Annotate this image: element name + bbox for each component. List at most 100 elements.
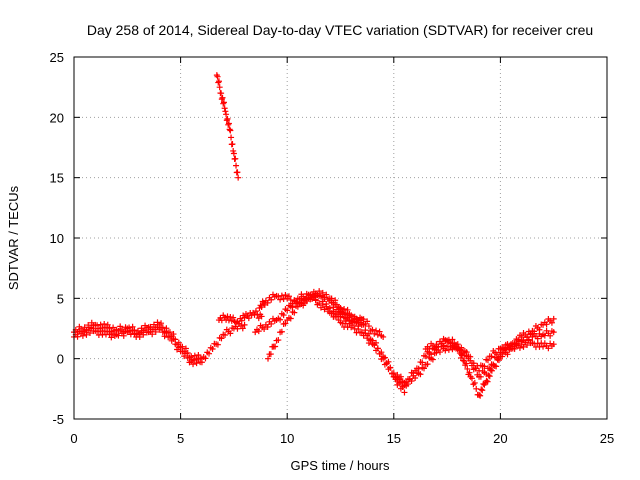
data-point-fill bbox=[214, 341, 221, 348]
y-axis-label: SDTVAR / TECUs bbox=[6, 185, 21, 290]
data-point bbox=[273, 317, 280, 324]
data-point-fill bbox=[330, 308, 337, 315]
data-point-fill bbox=[218, 96, 225, 103]
data-point bbox=[358, 329, 365, 336]
y-tick-label: 10 bbox=[50, 231, 64, 246]
y-tick-label: 15 bbox=[50, 171, 64, 186]
data-point bbox=[476, 373, 483, 380]
data-point-fill bbox=[486, 373, 493, 380]
data-point bbox=[215, 317, 222, 324]
data-point-fill bbox=[481, 363, 488, 370]
data-point-fill bbox=[548, 319, 555, 326]
x-tick-label: 25 bbox=[600, 431, 614, 446]
data-point-fill bbox=[323, 300, 330, 307]
data-point bbox=[241, 314, 248, 321]
data-point bbox=[454, 346, 461, 353]
data-point bbox=[550, 329, 557, 336]
data-point-fill bbox=[291, 309, 298, 316]
x-tick-label: 0 bbox=[70, 431, 77, 446]
data-point bbox=[529, 333, 536, 340]
data-point-fill bbox=[493, 351, 500, 358]
data-point-fill bbox=[235, 320, 242, 327]
plot-frame bbox=[73, 56, 608, 420]
data-point bbox=[230, 150, 237, 157]
data-point bbox=[134, 331, 141, 338]
data-points bbox=[71, 72, 557, 399]
data-point-fill bbox=[431, 344, 438, 351]
axis-ticks bbox=[73, 56, 608, 420]
data-point bbox=[337, 319, 344, 326]
data-point bbox=[316, 292, 323, 299]
data-point-fill bbox=[466, 369, 473, 376]
data-point bbox=[250, 309, 257, 316]
data-point-fill bbox=[333, 311, 340, 318]
data-point bbox=[177, 348, 184, 355]
data-point bbox=[102, 331, 109, 338]
data-point-fill bbox=[184, 354, 191, 361]
data-point-fill bbox=[120, 332, 127, 339]
data-point-fill bbox=[101, 328, 108, 335]
data-point-fill bbox=[268, 320, 275, 327]
data-point-fill bbox=[220, 100, 227, 107]
data-point-fill bbox=[397, 379, 404, 386]
data-point bbox=[358, 321, 365, 328]
data-point bbox=[252, 329, 259, 336]
data-point-fill bbox=[190, 361, 197, 368]
data-point-fill bbox=[470, 360, 477, 367]
data-point-fill bbox=[387, 364, 394, 371]
data-point-fill bbox=[255, 328, 262, 335]
data-point-fill bbox=[215, 78, 222, 85]
data-point-fill bbox=[455, 345, 462, 352]
data-point-fill bbox=[479, 387, 486, 394]
data-point bbox=[218, 90, 225, 97]
data-point bbox=[222, 108, 229, 115]
data-point-fill bbox=[355, 326, 362, 333]
data-point bbox=[380, 333, 387, 340]
data-point bbox=[305, 295, 312, 302]
data-point bbox=[226, 126, 233, 133]
data-point-fill bbox=[339, 309, 346, 316]
data-point-fill bbox=[172, 341, 179, 348]
data-point-fill bbox=[278, 292, 285, 299]
data-point-fill bbox=[282, 320, 289, 327]
data-point bbox=[540, 343, 547, 350]
data-point-fill bbox=[365, 330, 372, 337]
data-point bbox=[467, 373, 474, 380]
data-point bbox=[273, 292, 280, 299]
data-point-fill bbox=[182, 350, 189, 357]
data-point-fill bbox=[228, 134, 235, 141]
data-point-fill bbox=[277, 296, 284, 303]
series-track-b bbox=[72, 324, 204, 368]
x-axis-label: GPS time / hours bbox=[291, 458, 390, 473]
data-point-fill bbox=[170, 335, 177, 342]
data-point-fill bbox=[415, 365, 422, 372]
data-point-fill bbox=[223, 111, 230, 118]
data-point-fill bbox=[99, 324, 106, 331]
data-point bbox=[284, 317, 291, 324]
data-point bbox=[422, 361, 429, 368]
data-point bbox=[224, 313, 231, 320]
data-point-fill bbox=[477, 392, 484, 399]
chart-title: Day 258 of 2014, Sidereal Day-to-day VTE… bbox=[87, 22, 593, 38]
data-point bbox=[497, 353, 504, 360]
data-point-fill bbox=[323, 291, 330, 298]
data-point-fill bbox=[215, 79, 222, 86]
data-point-fill bbox=[374, 345, 381, 352]
data-point-fill bbox=[406, 376, 413, 383]
data-point-fill bbox=[195, 355, 202, 362]
data-point bbox=[262, 297, 269, 304]
data-point-fill bbox=[353, 315, 360, 322]
series-track-f bbox=[253, 290, 385, 339]
data-point-fill bbox=[547, 332, 554, 339]
y-tick-label: -5 bbox=[52, 412, 64, 427]
data-point bbox=[540, 331, 547, 338]
y-tick-label: 0 bbox=[57, 352, 64, 367]
data-point-fill bbox=[344, 314, 351, 321]
data-point bbox=[166, 333, 173, 340]
data-point bbox=[380, 353, 387, 360]
data-point-fill bbox=[319, 289, 326, 296]
data-point bbox=[390, 373, 397, 380]
data-point-fill bbox=[219, 94, 226, 101]
data-point-fill bbox=[221, 105, 228, 112]
data-point-fill bbox=[484, 357, 491, 364]
